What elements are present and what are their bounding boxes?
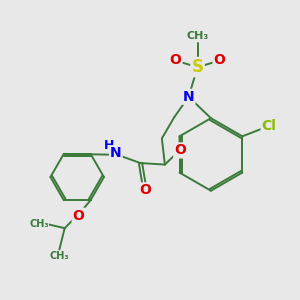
Text: N: N	[110, 146, 122, 160]
Text: N: N	[183, 90, 194, 104]
Text: O: O	[214, 53, 226, 67]
Text: O: O	[140, 183, 152, 197]
Text: H: H	[104, 139, 114, 152]
Text: O: O	[169, 53, 181, 67]
Text: CH₃: CH₃	[29, 219, 49, 229]
Text: O: O	[174, 143, 186, 158]
Text: Cl: Cl	[262, 118, 277, 133]
Text: CH₃: CH₃	[186, 31, 209, 41]
Text: CH₃: CH₃	[50, 251, 69, 261]
Text: O: O	[73, 209, 85, 223]
Text: S: S	[192, 58, 204, 76]
